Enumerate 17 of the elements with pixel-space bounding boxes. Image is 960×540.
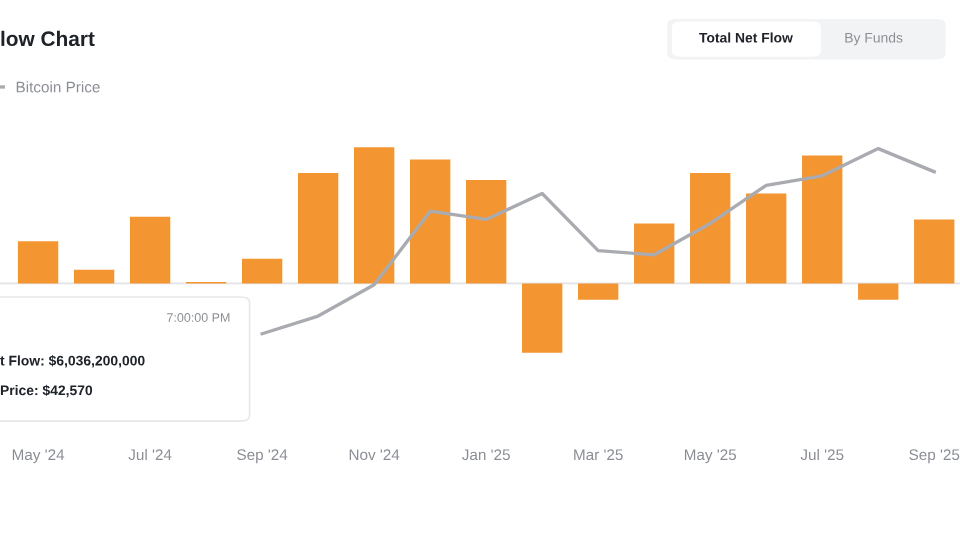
bar	[241, 258, 283, 284]
bar	[802, 155, 843, 284]
bar	[17, 241, 59, 284]
bar	[634, 223, 675, 284]
chart-title: low Chart	[1, 30, 95, 47]
bar	[522, 283, 563, 353]
bar	[409, 159, 451, 284]
bar	[297, 173, 339, 284]
bar	[129, 216, 171, 284]
bar	[578, 283, 619, 300]
bar	[690, 173, 731, 284]
bar	[858, 283, 899, 300]
bar	[73, 269, 115, 284]
bar	[746, 193, 787, 284]
bar	[914, 219, 955, 284]
bar	[466, 179, 507, 284]
bar	[353, 147, 395, 284]
